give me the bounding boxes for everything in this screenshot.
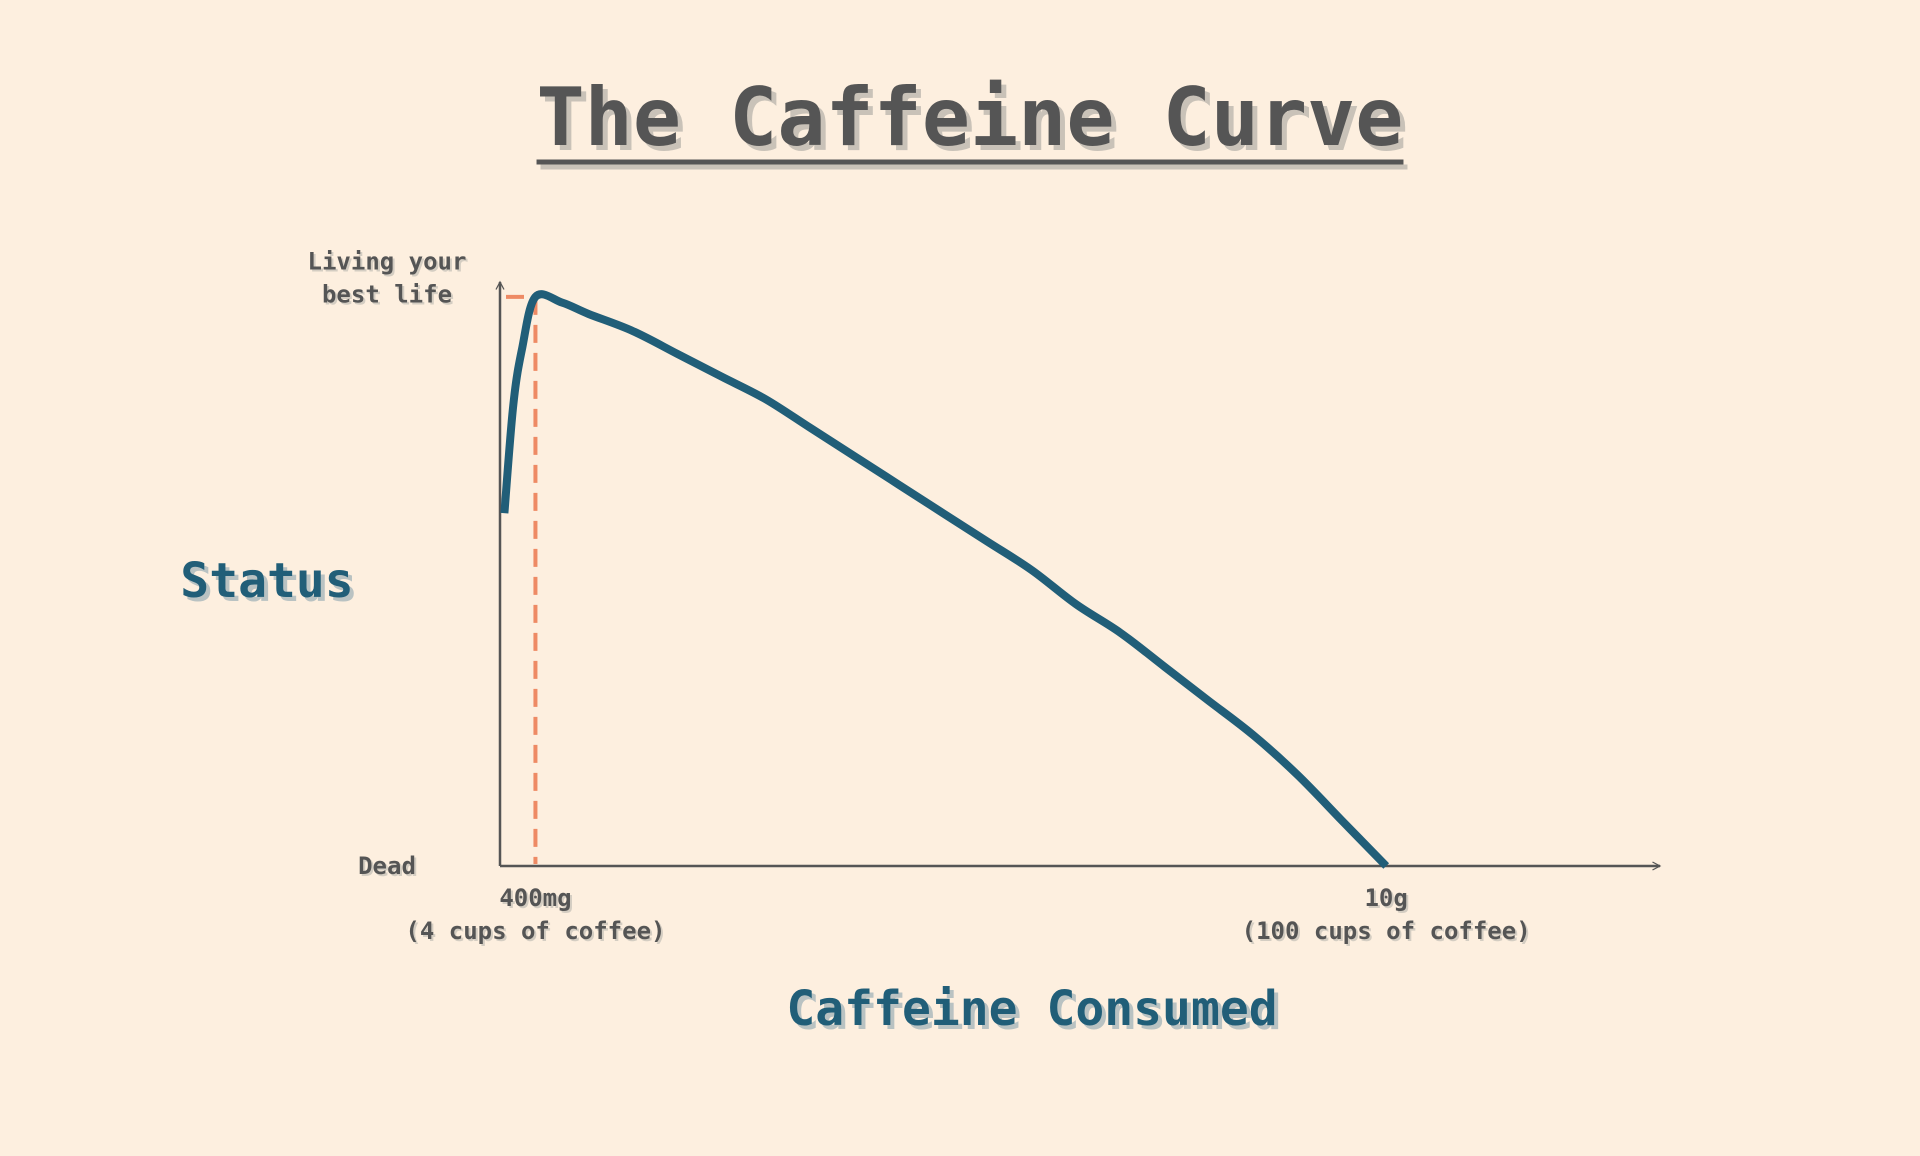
x-tick-label-1-text: 10g (100 cups of coffee) [1242,884,1531,945]
y-axis-title-shadow: Status [184,557,357,613]
x-axis-title-shadow: Caffeine Consumed [790,985,1281,1041]
x-axis-title: Caffeine Consumed [786,981,1277,1037]
chart-title: The Caffeine Curve The Caffeine Curve [536,71,1409,170]
x-tick-label-1-shadow: 10g (100 cups of coffee) [1244,886,1533,947]
x-tick-label-0-text: 400mg (4 cups of coffee) [405,884,665,945]
chart-title-shadow: The Caffeine Curve [542,76,1409,169]
y-tick-label-0-text: Dead [358,852,416,880]
chart-title-text: The Caffeine Curve [537,71,1404,164]
x-tick-labels: 400mg (4 cups of coffee)400mg (4 cups of c… [405,884,1532,947]
x-tick-label-1: 10g (100 cups of coffee)10g (100 cups of c… [1242,884,1533,947]
y-tick-label-1-text: Living your best life [308,247,467,308]
y-tick-label-1-shadow: Living your best life [310,249,469,310]
y-tick-label-0-shadow: Dead [360,854,418,882]
x-tick-label-0-shadow: 400mg (4 cups of coffee) [407,886,667,947]
caffeine-curve-line [500,290,1390,869]
x-tick-label-0: 400mg (4 cups of coffee)400mg (4 cups of c… [405,884,667,947]
y-axis-title: Status [180,553,353,609]
